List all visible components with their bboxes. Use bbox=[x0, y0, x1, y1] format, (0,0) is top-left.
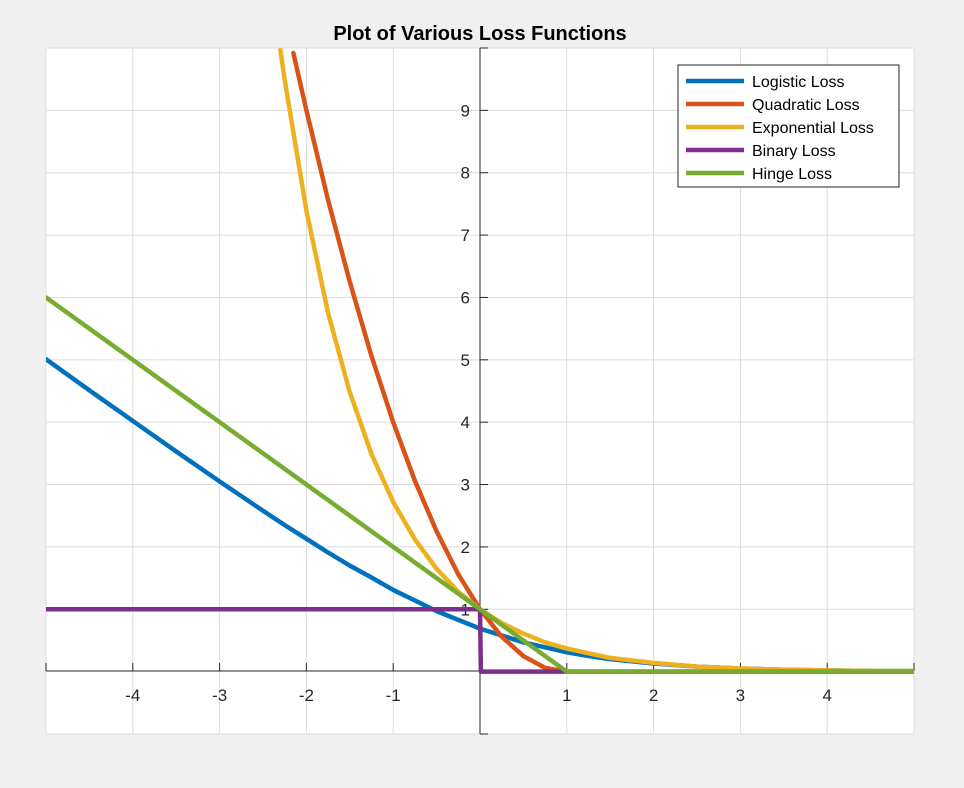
x-tick-label: 4 bbox=[822, 686, 831, 705]
y-tick-label: 7 bbox=[461, 226, 470, 245]
legend-label-binary-loss: Binary Loss bbox=[752, 143, 836, 160]
series-lines bbox=[46, 48, 914, 674]
x-tick-label: -1 bbox=[386, 686, 401, 705]
legend: Logistic Loss Quadratic Loss Exponential L… bbox=[677, 64, 900, 188]
y-tick-label: 2 bbox=[461, 538, 470, 557]
x-tick-label: 2 bbox=[649, 686, 658, 705]
y-tick-label: 4 bbox=[461, 413, 470, 432]
x-tick-label: 1 bbox=[562, 686, 571, 705]
x-tick-label: 3 bbox=[736, 686, 745, 705]
chart-title: Plot of Various Loss Functions bbox=[333, 23, 626, 45]
y-tick-label: 6 bbox=[461, 288, 470, 307]
legend-label-quadratic-loss: Quadratic Loss bbox=[752, 97, 860, 114]
legend-label-logistic-loss: Logistic Loss bbox=[752, 74, 845, 91]
legend-label-hinge-loss: Hinge Loss bbox=[752, 166, 832, 183]
x-tick-label: -3 bbox=[212, 686, 227, 705]
y-tick-label: 9 bbox=[461, 101, 470, 120]
legend-label-exponential-loss: Exponential Loss bbox=[752, 120, 874, 137]
x-tick-label: -2 bbox=[299, 686, 314, 705]
y-tick-label: 5 bbox=[461, 351, 470, 370]
x-tick-label: -4 bbox=[125, 686, 140, 705]
y-tick-label: 8 bbox=[461, 164, 470, 183]
series-line-hinge-loss bbox=[46, 295, 914, 674]
y-tick-label: 3 bbox=[461, 476, 470, 495]
